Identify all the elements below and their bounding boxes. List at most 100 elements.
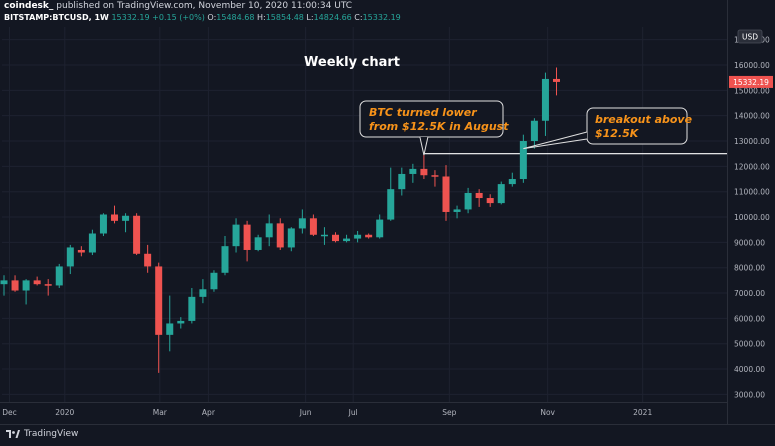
price-chart[interactable]: 3000.00 4000.00 5000.00 6000.00 7000.00 8000.… — [0, 0, 775, 424]
candle — [453, 205, 461, 219]
candle — [486, 194, 494, 207]
candle-body — [177, 320, 185, 324]
candle-body — [497, 184, 505, 204]
candle — [519, 134, 527, 183]
y-tick-label: 7000.00 — [734, 289, 765, 298]
symbol-label[interactable]: BITSTAMP:BTCUSD, 1W — [4, 13, 109, 22]
publisher-name[interactable]: coindesk_ — [4, 1, 54, 11]
candle — [276, 218, 284, 250]
candles — [0, 67, 560, 373]
candle-body — [354, 234, 362, 239]
candle — [144, 244, 152, 273]
candle — [122, 213, 130, 233]
low-label: L: — [306, 13, 314, 22]
candle-body — [44, 284, 52, 286]
candle — [99, 213, 107, 237]
candle — [155, 262, 163, 373]
x-tick-label: 2021 — [633, 408, 652, 417]
candle-body — [210, 272, 218, 290]
candle — [409, 163, 417, 183]
currency-badge: USD — [737, 29, 763, 44]
candle — [343, 234, 351, 243]
candle-body — [309, 218, 317, 235]
grid-lines — [2, 27, 727, 402]
candle-body — [475, 192, 483, 199]
y-tick-label: 4000.00 — [734, 365, 765, 374]
candle-body — [55, 266, 63, 286]
candle — [398, 167, 406, 196]
annotation-text: $12.5K — [595, 127, 640, 140]
candle-body — [77, 249, 85, 253]
annotation-text: from $12.5K in August — [369, 120, 509, 133]
candle-body — [276, 223, 284, 248]
candle — [530, 118, 538, 149]
candle-body — [22, 280, 30, 291]
annotation-pointer — [523, 131, 588, 150]
y-tick-label: 14000.00 — [734, 112, 770, 121]
candle-body — [199, 289, 207, 297]
x-tick-label: 2020 — [55, 408, 74, 417]
candle-body — [188, 296, 196, 321]
y-tick-label: 10000.00 — [734, 213, 770, 222]
close-label: C: — [354, 13, 363, 22]
last-price-label: 15332.19 — [733, 78, 769, 87]
candle — [376, 214, 384, 239]
candle — [177, 317, 185, 329]
open-value: 15484.68 — [216, 13, 255, 22]
y-tick-label: 6000.00 — [734, 314, 765, 323]
chart-title: Weekly chart — [304, 55, 400, 70]
candle-body — [553, 78, 560, 82]
candle — [320, 227, 328, 245]
candle — [0, 275, 8, 296]
candle-body — [530, 120, 538, 142]
candle-body — [166, 323, 174, 335]
candle — [221, 236, 229, 276]
candle — [44, 279, 52, 296]
candle-body — [99, 214, 107, 234]
candle-body — [431, 175, 439, 177]
price-change-value: +0.15 (+0%) — [152, 13, 205, 22]
candle — [199, 279, 207, 304]
y-tick-label: 16000.00 — [734, 61, 770, 70]
candle-body — [464, 192, 472, 210]
candle — [111, 205, 118, 224]
annotation-box — [586, 107, 688, 145]
candle — [232, 218, 240, 253]
candle-body — [144, 253, 152, 267]
y-tick-label: 5000.00 — [734, 340, 765, 349]
candle-body — [265, 223, 273, 238]
high-value: 15854.48 — [265, 13, 304, 22]
candle — [464, 187, 472, 214]
y-tick-label: 9000.00 — [734, 238, 765, 247]
annotation-pointer — [419, 136, 429, 156]
y-tick-label: 8000.00 — [734, 264, 765, 273]
currency-label: USD — [742, 33, 758, 42]
x-tick-label: Nov — [540, 408, 555, 417]
candle-body — [332, 234, 339, 242]
candle — [22, 279, 30, 305]
tradingview-brand[interactable]: TradingView — [6, 429, 78, 439]
candle-body — [232, 224, 240, 247]
candle — [133, 213, 141, 256]
candle — [541, 72, 549, 136]
candle — [365, 233, 373, 239]
candle-body — [122, 215, 130, 221]
candle — [11, 275, 19, 292]
currency-badge-box — [737, 29, 763, 44]
candle-body — [133, 215, 141, 254]
candle-body — [365, 234, 373, 238]
candle-body — [420, 168, 428, 176]
x-tick-label: Apr — [202, 408, 216, 417]
candle-body — [0, 280, 8, 285]
candle — [431, 170, 439, 187]
candle — [88, 229, 96, 256]
candle — [442, 165, 450, 221]
candle — [254, 234, 262, 252]
candle-body — [486, 198, 494, 204]
candle — [508, 172, 516, 187]
x-tick-label: Jul — [348, 408, 358, 417]
candle — [553, 67, 560, 96]
candle-body — [343, 238, 351, 242]
candle-body — [541, 78, 549, 121]
